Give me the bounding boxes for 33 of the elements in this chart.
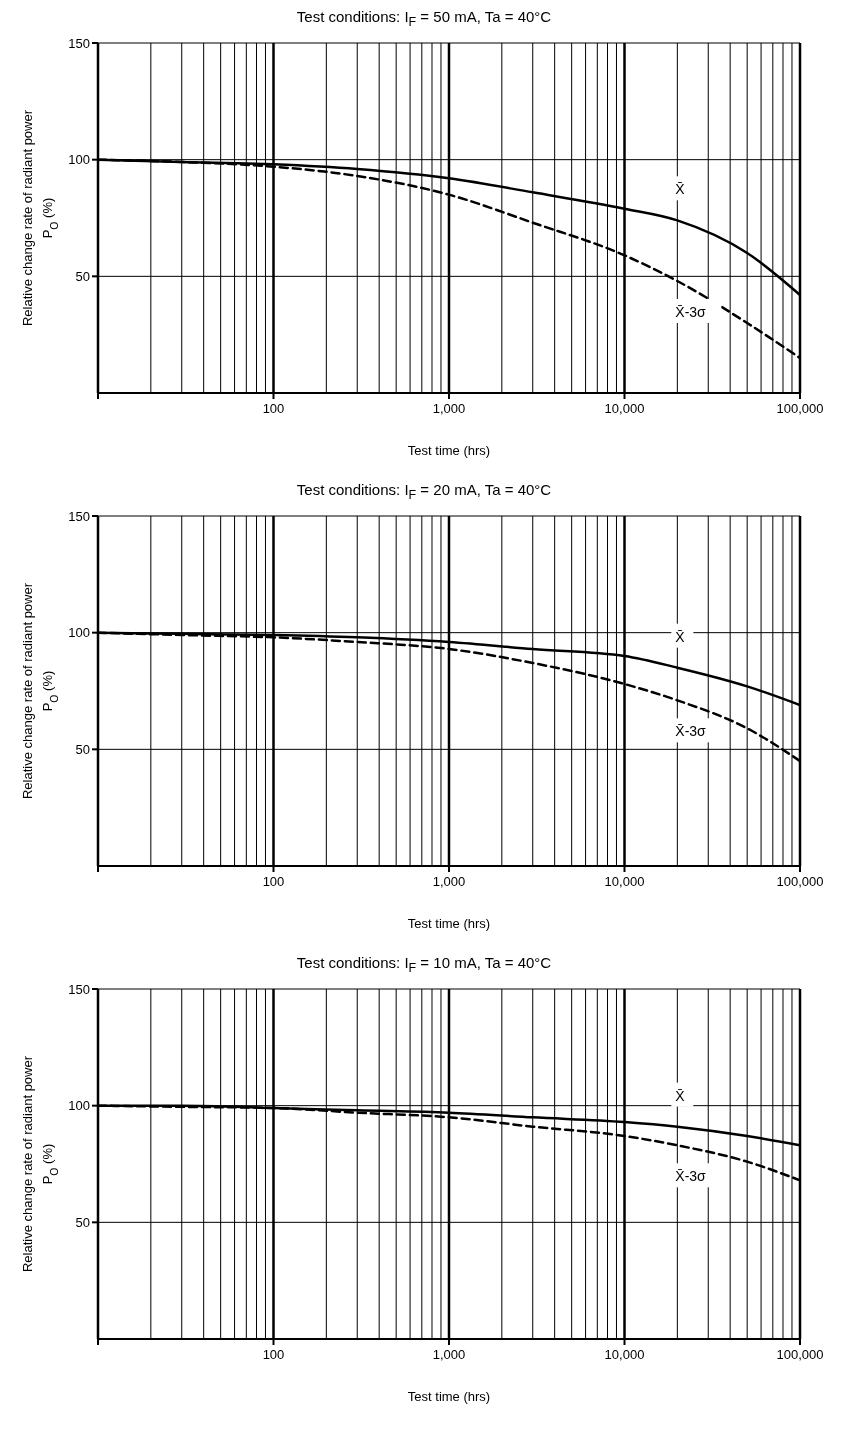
series-label: X̄-3σ [675,1168,707,1185]
x-tick-label: 10,000 [604,874,645,889]
y-tick-label: 150 [68,508,90,524]
x-tick-label: 100 [262,401,285,416]
x-tick-label: 1,000 [432,874,466,889]
y-tick-label: 100 [68,625,90,641]
y-tick-label: 50 [75,268,90,284]
x-tick-label: 1,000 [432,1347,466,1362]
y-tick-label: 150 [68,981,90,997]
chart-title: Test conditions: I$_{F}$ = 10 mA, Ta = 40°C [295,954,553,975]
chart-title: Test conditions: I$_{F}$ = 50 mA, Ta = 40°C [295,8,553,29]
series-label: X̄ [675,1087,686,1104]
series-label: X̄ [675,181,686,198]
y-tick-label: 150 [68,35,90,51]
x-tick-label: 100,000 [776,874,824,889]
y-tick-label: 100 [68,152,90,168]
x-tick-label: 1,000 [432,401,466,416]
x-tick-label: 100,000 [776,1347,824,1362]
y-tick-label: 100 [68,1098,90,1114]
series-label: X̄-3σ [675,304,707,320]
chart-title: Test conditions: I$_{F}$ = 20 mA, Ta = 40°C [295,481,553,502]
x-axis-title: Test time (hrs) [407,1389,491,1404]
x-tick-label: 10,000 [604,401,645,416]
x-axis-title: Test time (hrs) [407,916,491,931]
y-tick-label: 50 [75,741,90,757]
series-label: X̄ [675,628,686,645]
x-axis-title: Test time (hrs) [407,443,491,458]
x-tick-label: 100 [262,1347,285,1362]
y-tick-label: 50 [75,1214,90,1230]
x-tick-label: 100,000 [776,401,824,416]
series-label: X̄-3σ [675,723,707,740]
x-tick-label: 100 [262,874,285,889]
x-tick-label: 10,000 [604,1347,645,1362]
